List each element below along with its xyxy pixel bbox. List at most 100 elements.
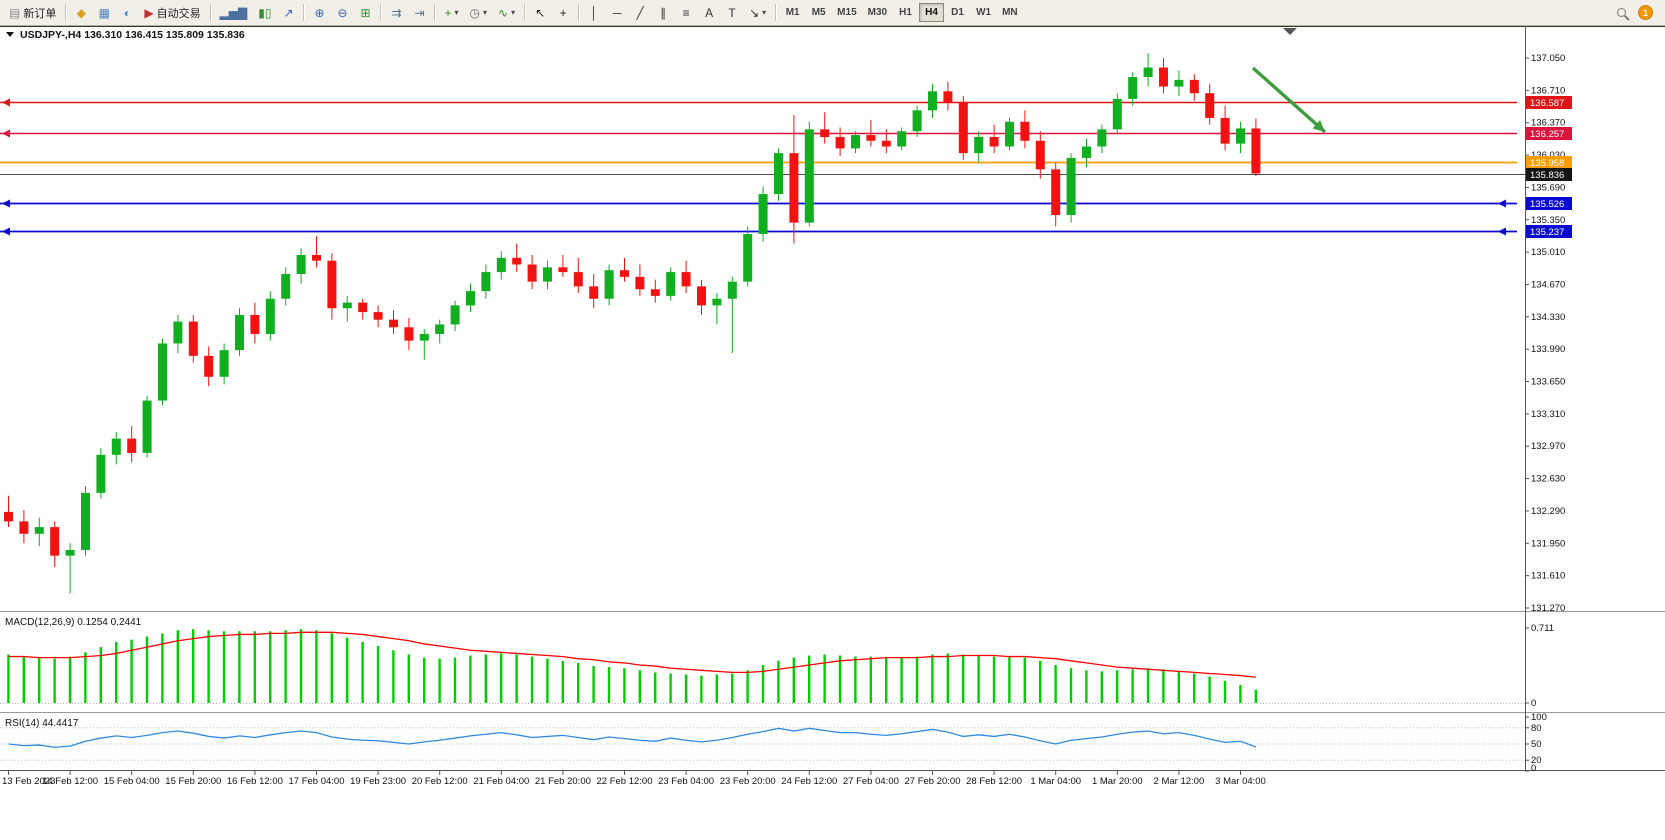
toolbar-separator — [434, 4, 436, 21]
time-axis-label: 1 Mar 04:00 — [1030, 776, 1081, 787]
rsi-axis-label: 100 — [1531, 712, 1547, 723]
rsi-axis-label: 0 — [1531, 763, 1536, 774]
price-tag-label: 135.836 — [1530, 170, 1564, 181]
time-axis-label: 27 Feb 04:00 — [843, 776, 899, 787]
chart-shift-button[interactable]: ⇥ — [408, 2, 430, 23]
timeframe-w1[interactable]: W1 — [976, 7, 992, 18]
auto-scroll-icon: ⇉ — [391, 5, 402, 20]
timeframe-m5[interactable]: M5 — [811, 7, 826, 18]
timeframe-h4[interactable]: H4 — [919, 3, 945, 22]
rsi-axis-label: 20 — [1531, 755, 1542, 766]
hline-left-marker — [2, 227, 10, 236]
time-axis-label: 28 Feb 12:00 — [966, 776, 1022, 787]
bar-chart-button[interactable]: ▂▅▇ — [215, 2, 253, 23]
usdjpy-h4-price-chart[interactable]: 137.050 136.710 136.370 136.030 135.690 135.3… — [0, 26, 1665, 840]
notification-badge[interactable]: 1 — [1638, 5, 1653, 20]
price-tag — [1526, 168, 1572, 181]
toolbar-separator — [775, 4, 777, 21]
search-icon[interactable] — [1617, 8, 1626, 17]
toolbar-separator — [209, 4, 211, 21]
shapes-button[interactable]: ↘ ▾ — [744, 2, 771, 23]
timeframe-m15[interactable]: M15 — [837, 7, 857, 18]
horizontal-line-button[interactable]: ─ — [606, 2, 628, 23]
text-icon: A — [705, 5, 714, 20]
trendline-button[interactable]: ╱ — [629, 2, 651, 23]
vertical-line-button[interactable]: │ — [583, 2, 605, 23]
auto-scroll-button[interactable]: ⇉ — [385, 2, 407, 23]
zoom-out-button[interactable]: ⊖ — [331, 2, 353, 23]
toolbar-items: ▤ 新订单 ◆ ▦ ◐ ▶ 自动交易 ▂▅▇ ▮▯ ↗ ⊕ ⊖ ⊞ ⇉ ⇥ + ▾ ◷ ▾ ∿ ▾ ↖ + │ ─ ╱ ∥ ≡ A T ↘ ▾… — [4, 2, 1023, 23]
price-axis-label: 133.990 — [1531, 344, 1565, 355]
new-order-button[interactable]: ▤ 新订单 — [4, 2, 61, 23]
indicators-button[interactable]: ∿ ▾ — [493, 2, 520, 23]
timeframe-mn[interactable]: MN — [1002, 7, 1018, 18]
rsi-axis-label: 50 — [1531, 739, 1542, 750]
price-axis-label: 131.270 — [1531, 603, 1565, 614]
price-axis-label: 136.710 — [1531, 85, 1565, 96]
period-button[interactable]: ◷ ▾ — [465, 2, 493, 23]
timeframe-m30[interactable]: M30 — [867, 7, 888, 18]
indicators-button-dropdown-arrow-icon: ▾ — [511, 8, 516, 17]
candlestick-chart-button[interactable]: ▮▯ — [253, 2, 276, 23]
hline-135.958[interactable]: 135.958 — [0, 156, 1572, 169]
hline-135.526[interactable]: 135.526 — [0, 197, 1572, 210]
macd-axis-max-label: 0.711 — [1531, 623, 1554, 634]
new-order-button-label: 新订单 — [23, 7, 57, 20]
hline-left-marker — [2, 129, 10, 138]
cursor-button[interactable]: ↖ — [529, 2, 551, 23]
market-watch-button[interactable]: ▦ — [93, 2, 115, 23]
channel-icon: ∥ — [660, 5, 667, 20]
line-chart-icon: ↗ — [283, 5, 294, 20]
rsi-axis-label: 80 — [1531, 723, 1542, 734]
channel-button[interactable]: ∥ — [652, 2, 674, 23]
bar-chart-icon: ▂▅▇ — [219, 5, 248, 20]
line-chart-button[interactable]: ↗ — [277, 2, 299, 23]
timeframe-m1[interactable]: M1 — [785, 7, 800, 18]
macd-signal-line — [8, 631, 1256, 678]
time-axis-label: 3 Mar 04:00 — [1215, 776, 1266, 787]
price-tag-label: 136.587 — [1530, 98, 1564, 109]
time-axis-label: 27 Feb 20:00 — [905, 776, 961, 787]
hline-135.237[interactable]: 135.237 — [0, 225, 1572, 238]
text-button[interactable]: A — [698, 2, 720, 23]
text-label-button[interactable]: T — [721, 2, 743, 23]
trend-arrow-annotation[interactable] — [1251, 66, 1327, 134]
clock-icon: ◷ — [469, 5, 480, 20]
price-axis-label: 136.370 — [1531, 118, 1565, 129]
time-axis-label: 17 Feb 04:00 — [289, 776, 345, 787]
timeframe-d1[interactable]: D1 — [951, 7, 964, 18]
hline-right-marker — [1498, 199, 1506, 208]
candlestick-series — [4, 53, 1261, 594]
time-axis-label: 21 Feb 20:00 — [535, 776, 591, 787]
tile-windows-button[interactable]: ⊞ — [354, 2, 376, 23]
gold-chart-icon: ◆ — [76, 5, 86, 20]
trendline-icon: ╱ — [636, 5, 644, 20]
timeframe-h1[interactable]: H1 — [899, 7, 912, 18]
autotrade-button[interactable]: ▶ 自动交易 — [139, 2, 205, 23]
hline-136.257[interactable]: 136.257 — [0, 127, 1572, 140]
tile-windows-icon: ⊞ — [360, 5, 371, 20]
time-axis-label: 21 Feb 04:00 — [473, 776, 529, 787]
hline-135.836[interactable]: 135.836 — [0, 168, 1572, 181]
one-click-trading-toggle[interactable] — [6, 32, 14, 37]
hline-136.587[interactable]: 136.587 — [0, 96, 1572, 109]
new-chart-button[interactable]: + ▾ — [439, 2, 463, 23]
price-axis-label: 135.690 — [1531, 182, 1565, 193]
hline-left-marker — [2, 98, 10, 107]
history-center-button[interactable]: ◆ — [70, 2, 92, 23]
time-axis-label: 23 Feb 04:00 — [658, 776, 714, 787]
fibonacci-button[interactable]: ≡ — [675, 2, 697, 23]
price-tag-label: 135.526 — [1530, 199, 1564, 210]
arrow-shapes-icon: ↘ — [749, 5, 760, 20]
new-chart-button-dropdown-arrow-icon: ▾ — [454, 8, 459, 17]
rsi-label: RSI(14) 44.4417 — [5, 718, 79, 729]
web-community-button[interactable]: ◐ — [116, 2, 138, 23]
crosshair-button[interactable]: + — [552, 2, 574, 23]
time-axis-label: 23 Feb 20:00 — [720, 776, 776, 787]
price-axis-label: 132.630 — [1531, 474, 1565, 485]
price-tag-label: 135.958 — [1530, 158, 1564, 169]
zoom-in-button[interactable]: ⊕ — [308, 2, 330, 23]
chart-shift-marker[interactable] — [1283, 28, 1297, 35]
price-axis-label: 134.330 — [1531, 312, 1565, 323]
toolbar-separator — [303, 4, 305, 21]
